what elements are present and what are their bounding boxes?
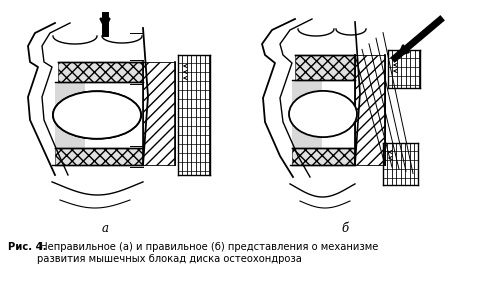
Text: б: б (341, 222, 349, 235)
Bar (143, 62, 175, 165)
Bar (292, 148, 355, 165)
Text: Рис. 4.: Рис. 4. (8, 242, 47, 252)
Ellipse shape (53, 91, 141, 139)
Bar (355, 55, 385, 165)
Ellipse shape (53, 91, 141, 139)
Bar (55, 148, 143, 165)
Bar (292, 80, 322, 148)
Bar (295, 55, 355, 80)
Bar (58, 62, 143, 82)
Text: Неправильное (а) и правильное (б) представления о механизме
развития мышечных бл: Неправильное (а) и правильное (б) предст… (37, 242, 379, 264)
Text: а: а (102, 222, 109, 235)
Bar (55, 82, 85, 148)
Ellipse shape (289, 91, 357, 137)
